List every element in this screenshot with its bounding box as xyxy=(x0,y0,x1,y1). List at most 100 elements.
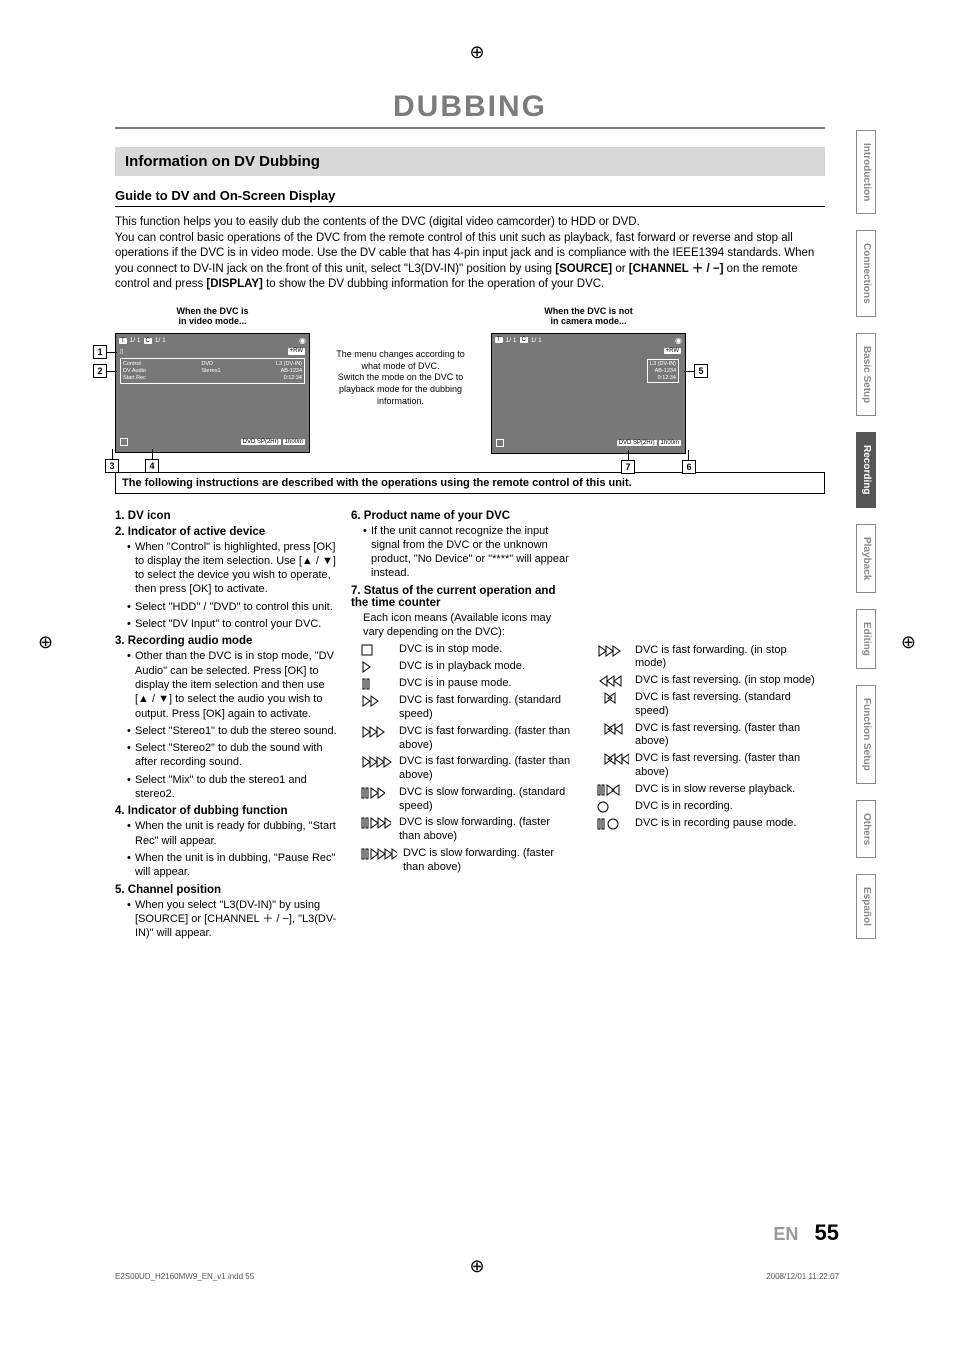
side-tab-recording[interactable]: Recording xyxy=(856,432,876,507)
frs1-icon xyxy=(597,674,629,688)
ffs1-icon xyxy=(597,644,629,658)
side-tab-basic-setup[interactable]: Basic Setup xyxy=(856,333,876,416)
info-rr2: 0:12:34 xyxy=(650,375,676,381)
list-item: When "Control" is highlighted, press [OK… xyxy=(127,540,337,597)
info-l1: DV Audio xyxy=(123,368,146,374)
info-m0: DVD xyxy=(201,361,220,367)
icon-description: DVC is fast reversing. (standard speed) xyxy=(635,691,817,719)
info-rr0: L3 (DV-IN) xyxy=(650,361,676,367)
right-panel-wrap: When the DVC is not in camera mode... T … xyxy=(491,303,686,454)
fr3-icon xyxy=(597,752,629,766)
icon-row: DVC is slow forwarding. (faster than abo… xyxy=(361,816,573,844)
item-2-bullets: When "Control" is highlighted, press [OK… xyxy=(115,540,337,632)
callout-5: 5 xyxy=(694,364,708,378)
item-6-bullets: If the unit cannot recognize the input s… xyxy=(351,524,573,581)
bottom-pill1: DVD SP(2Hr) xyxy=(241,439,281,445)
column-3: DVC is fast forwarding. (in stop mode) DV… xyxy=(587,506,817,944)
icon-row: DVC is fast reversing. (standard speed) xyxy=(597,691,817,719)
list-item: Select "Mix" to dub the stereo1 and ster… xyxy=(127,773,337,802)
icon-row: DVC is fast forwarding. (standard speed) xyxy=(361,694,573,722)
bottom-pills-r: DVD SP(2Hr) 1h00m xyxy=(617,440,681,446)
top-text2-r: 1/ 1 xyxy=(531,337,542,344)
stop-icon xyxy=(361,643,393,657)
callout-2: 2 xyxy=(93,364,107,378)
column-2: 6. Product name of your DVC If the unit … xyxy=(351,506,573,944)
crop-mark-right: ⊕ xyxy=(901,632,916,653)
item-4-bullets: When the unit is ready for dubbing, "Sta… xyxy=(115,819,337,879)
channel-key: [CHANNEL ＋ / −] xyxy=(629,263,724,275)
panel-info-box: Control DV Audio Start Rec DVD Stereo1 L… xyxy=(120,358,305,384)
icon-row: DVC is in pause mode. xyxy=(361,677,573,691)
icon-row: DVC is fast reversing. (faster than abov… xyxy=(597,752,817,780)
item-4-heading: 4. Indicator of dubbing function xyxy=(115,805,337,817)
leader-6 xyxy=(688,450,689,460)
rw-badge: +RW xyxy=(288,348,305,355)
crop-mark-left: ⊕ xyxy=(38,632,53,653)
page-title: DUBBING xyxy=(115,90,825,129)
callout-7: 7 xyxy=(621,460,635,474)
side-tab-introduction[interactable]: Introduction xyxy=(856,130,876,214)
diagram-mid-text: The menu changes according to what mode … xyxy=(328,349,473,407)
leader-1 xyxy=(107,352,117,353)
icon-description: DVC is in recording pause mode. xyxy=(635,817,817,831)
panel-sub-row-r: +RW xyxy=(492,347,685,355)
item-7-heading: 7. Status of the current operation and t… xyxy=(351,585,573,609)
instruction-bar: The following instructions are described… xyxy=(115,472,825,494)
callout-1: 1 xyxy=(93,345,107,359)
side-tab-function-setup[interactable]: Function Setup xyxy=(856,685,876,784)
panel-top-row-r: T 1/ 1 C 1/ 1 ◉ xyxy=(492,334,685,347)
top-text1: 1/ 1 xyxy=(130,337,141,344)
icon-row: DVC is fast reversing. (faster than abov… xyxy=(597,722,817,750)
side-tab-playback[interactable]: Playback xyxy=(856,524,876,593)
list-item: When the unit is ready for dubbing, "Sta… xyxy=(127,819,337,848)
icon-description: DVC is fast forwarding. (faster than abo… xyxy=(399,725,573,753)
icon-description: DVC is fast reversing. (faster than abov… xyxy=(635,722,817,750)
info-l2: Start Rec xyxy=(123,375,146,381)
intro-line2c: to show the DV dubbing information for t… xyxy=(266,278,604,290)
side-tab-others[interactable]: Others xyxy=(856,800,876,858)
body-columns: 1. DV icon 2. Indicator of active device… xyxy=(115,506,825,944)
disc-icon: ◉ xyxy=(299,336,306,345)
icon-description: DVC is slow forwarding. (faster than abo… xyxy=(399,816,573,844)
info-col-right-r: L3 (DV-IN) AB-1234 0:12:34 xyxy=(647,359,679,383)
item-6-heading: 6. Product name of your DVC xyxy=(351,510,573,522)
right-caption: When the DVC is not in camera mode... xyxy=(492,306,685,326)
icon-row: DVC is fast forwarding. (faster than abo… xyxy=(361,725,573,753)
slow2-icon xyxy=(361,816,393,830)
slowrev-icon xyxy=(597,783,629,797)
badge-c-r: C xyxy=(520,337,528,343)
icon-row: DVC is in recording. xyxy=(597,800,817,814)
icon-row: DVC is in playback mode. xyxy=(361,660,573,674)
item-5-bullets: When you select "L3(DV-IN)" by using [SO… xyxy=(115,898,337,941)
intro-or: or xyxy=(615,263,628,275)
list-item: Other than the DVC is in stop mode, "DV … xyxy=(127,649,337,720)
list-item: When you select "L3(DV-IN)" by using [SO… xyxy=(127,898,337,941)
icon-description: DVC is fast forwarding. (faster than abo… xyxy=(399,755,573,783)
side-tab-español[interactable]: Español xyxy=(856,874,876,939)
intro-paragraph: This function helps you to easily dub th… xyxy=(115,215,825,293)
play-icon xyxy=(361,660,393,674)
side-tab-editing[interactable]: Editing xyxy=(856,609,876,669)
side-tab-connections[interactable]: Connections xyxy=(856,230,876,317)
icon-description: DVC is slow forwarding. (faster than abo… xyxy=(403,847,573,875)
icon-row: DVC is fast forwarding. (in stop mode) xyxy=(597,644,817,672)
section-heading: Information on DV Dubbing xyxy=(115,147,825,176)
fr2-icon xyxy=(597,722,629,736)
badge-c: C xyxy=(144,338,152,344)
source-key: [SOURCE] xyxy=(555,263,612,275)
ff2-icon xyxy=(361,725,393,739)
stop-square-icon-r xyxy=(496,439,504,447)
recpause-icon xyxy=(597,817,629,831)
footer-file: E2S00UD_H2160MW9_EN_v1.indd 55 xyxy=(115,1272,254,1281)
info-col-mid: DVD Stereo1 xyxy=(201,361,220,381)
leader-4 xyxy=(152,449,153,459)
icon-description: DVC is in slow reverse playback. xyxy=(635,783,817,797)
left-panel-wrap: When the DVC is in video mode... T 1/ 1 … xyxy=(115,303,310,453)
column-1: 1. DV icon 2. Indicator of active device… xyxy=(115,506,337,944)
info-col-left: Control DV Audio Start Rec xyxy=(123,361,146,381)
panel-bottom-row-r: DVD SP(2Hr) 1h00m xyxy=(492,437,685,449)
callout-3: 3 xyxy=(105,459,119,473)
sub-heading: Guide to DV and On-Screen Display xyxy=(115,188,825,207)
item-2-heading: 2. Indicator of active device xyxy=(115,526,337,538)
list-item: If the unit cannot recognize the input s… xyxy=(363,524,573,581)
